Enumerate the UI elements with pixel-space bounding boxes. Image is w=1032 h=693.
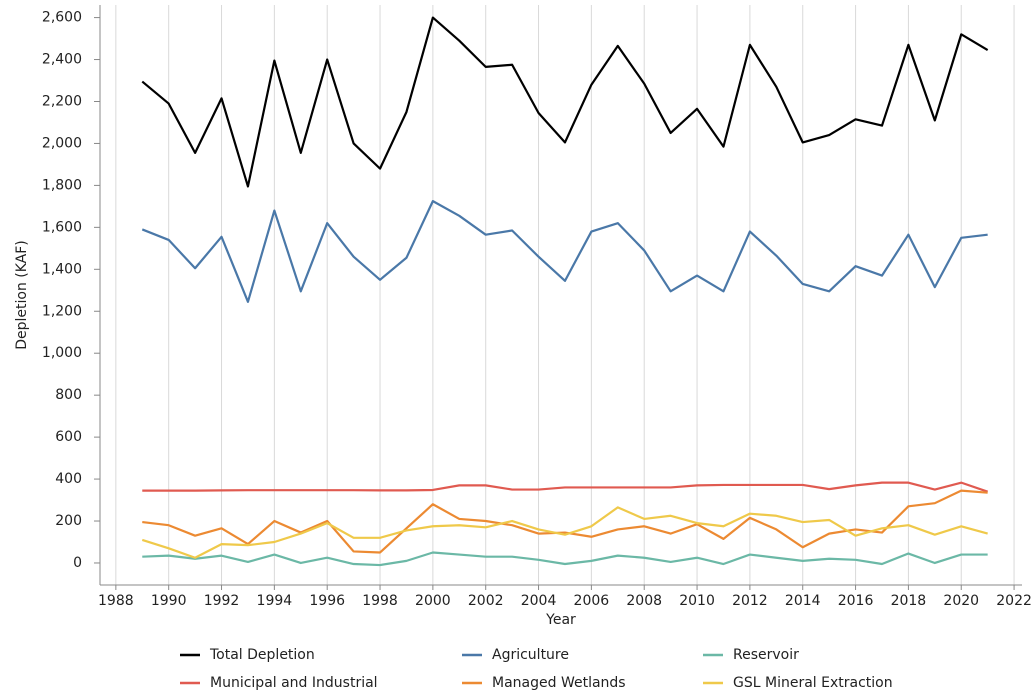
x-tick-label: 1988 (98, 593, 134, 609)
series-line (141, 200, 988, 303)
y-tick-label: 2,200 (42, 93, 82, 109)
x-tick-label: 2014 (785, 593, 821, 609)
y-tick-label: 2,600 (42, 10, 82, 26)
legend-label: Municipal and Industrial (210, 675, 378, 691)
x-tick-label: 2002 (468, 593, 504, 609)
y-tick-label: 200 (55, 513, 82, 529)
x-tick-label: 1998 (362, 593, 398, 609)
series-line (142, 551, 988, 567)
y-tick-label: 2,400 (42, 52, 82, 68)
x-tick-label: 2022 (996, 593, 1032, 609)
y-tick-label: 1,400 (42, 261, 82, 277)
x-axis-label: Year (545, 612, 576, 628)
y-tick-label: 600 (55, 429, 82, 445)
x-tick-label: 2018 (891, 593, 927, 609)
series-line (142, 481, 989, 493)
y-tick-label: 800 (55, 387, 82, 403)
legend-label: Managed Wetlands (492, 675, 626, 691)
x-tick-label: 1990 (151, 593, 187, 609)
y-tick-label: 1,600 (42, 219, 82, 235)
y-tick-label: 2,000 (42, 135, 82, 151)
x-tick-label: 2012 (732, 593, 768, 609)
legend-label: Total Depletion (209, 647, 315, 663)
x-tick-label: 2016 (838, 593, 874, 609)
legend-label: Reservoir (733, 647, 799, 663)
x-tick-label: 2006 (574, 593, 610, 609)
legend-label: Agriculture (492, 647, 569, 663)
y-tick-label: 1,000 (42, 345, 82, 361)
y-tick-label: 1,800 (42, 177, 82, 193)
y-axis-label: Depletion (KAF) (14, 240, 30, 350)
y-tick-label: 0 (73, 555, 82, 571)
series-line (141, 506, 988, 559)
y-tick-label: 1,200 (42, 303, 82, 319)
y-tick-label: 400 (55, 471, 82, 487)
x-tick-label: 2004 (521, 593, 557, 609)
x-tick-label: 1992 (204, 593, 240, 609)
legend-label: GSL Mineral Extraction (733, 675, 893, 691)
x-tick-label: 1994 (257, 593, 293, 609)
x-tick-label: 2020 (943, 593, 979, 609)
x-tick-label: 2008 (626, 593, 662, 609)
x-tick-label: 2000 (415, 593, 451, 609)
x-tick-label: 2010 (679, 593, 715, 609)
series-line (141, 16, 989, 188)
x-tick-label: 1996 (309, 593, 345, 609)
